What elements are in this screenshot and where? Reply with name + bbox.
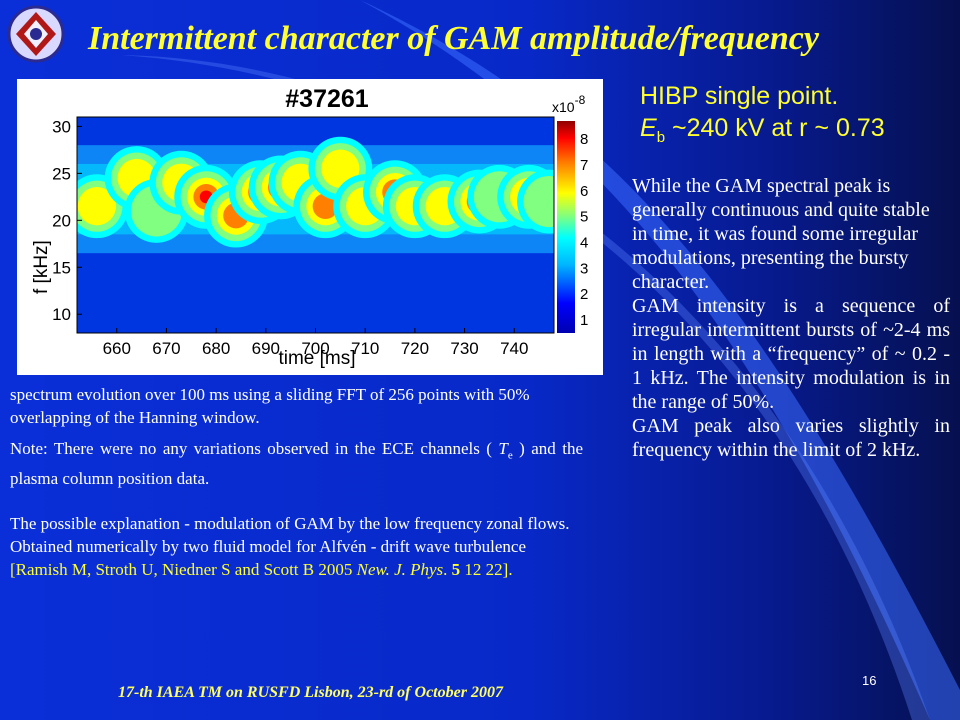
te-symbol: T <box>498 439 508 458</box>
slide-title: Intermittent character of GAM amplitude/… <box>88 20 819 57</box>
hibp-heading: HIBP single point. Eb ~240 kV at r ~ 0.7… <box>640 80 940 154</box>
reference-pages: 12 22]. <box>460 560 513 580</box>
y-tick-label: 10 <box>52 305 71 324</box>
colorbar-exponent: -8 <box>575 93 586 107</box>
eb-symbol: E <box>640 114 657 142</box>
eb-sub: b <box>656 129 666 146</box>
x-tick-label: 720 <box>401 339 429 358</box>
right-paragraph-3: GAM peak also varies slightly in frequen… <box>632 415 950 461</box>
burst-contour <box>77 187 117 226</box>
note-paragraph: Note: There were no any variations obser… <box>10 439 583 489</box>
right-paragraph-1: While the GAM spectral peak is generally… <box>632 175 930 293</box>
y-tick-label: 20 <box>52 211 71 230</box>
reference-paragraph: Obtained numerically by two fluid model … <box>10 537 526 580</box>
x-tick-label: 680 <box>202 339 230 358</box>
y-axis-label: f [kHz] <box>31 240 52 294</box>
hibp-line2: Eb ~240 kV at r ~ 0.73 <box>640 112 940 154</box>
colorbar-tick-label: 5 <box>580 209 588 226</box>
reference-authors: [Ramish M, Stroth U, Niedner S and Scott… <box>10 560 357 580</box>
eb-value: ~240 kV at r ~ 0.73 <box>665 114 885 142</box>
x-tick-label: 670 <box>152 339 180 358</box>
x-tick-label: 740 <box>500 339 528 358</box>
reference-journal: New. J. Phys <box>356 560 444 580</box>
x-tick-label: 700 <box>301 339 329 358</box>
x-tick-label: 660 <box>103 339 131 358</box>
burst-contour <box>312 193 339 219</box>
y-tick-label: 25 <box>52 164 71 183</box>
colorbar-scale: x10 <box>552 99 575 115</box>
colorbar-tick-label: 8 <box>580 131 588 148</box>
chart-title: #37261 <box>285 85 369 113</box>
institute-logo-icon <box>7 5 65 63</box>
colorbar-tick-label: 4 <box>580 235 588 252</box>
te-sub: e <box>507 449 513 462</box>
x-tick-label: 710 <box>351 339 379 358</box>
x-tick-label: 690 <box>252 339 280 358</box>
left-description: spectrum evolution over 100 ms using a s… <box>10 383 583 581</box>
x-tick-label: 730 <box>450 339 478 358</box>
hibp-line1: HIBP single point. <box>640 82 839 110</box>
colorbar-tick-label: 6 <box>580 183 588 200</box>
spectrogram-figure: 660 670 680 690 700 710 720 730 740 10 15 20 25 30 #3… <box>17 79 603 375</box>
x-axis-label: time [ms] <box>278 348 355 369</box>
colorbar-scale-label: x10-8 <box>552 93 586 115</box>
colorbar-tick-label: 7 <box>580 157 588 174</box>
reference-volume: 5 <box>451 560 461 580</box>
page-number: 16 <box>862 673 877 688</box>
slide-footer: 17-th IAEA TM on RUSFD Lisbon, 23-rd of … <box>118 684 503 701</box>
colorbar-tick-label: 1 <box>580 312 588 329</box>
figure-caption: spectrum evolution over 100 ms using a s… <box>10 385 530 427</box>
colorbar-tick-label: 2 <box>580 286 588 303</box>
colorbar <box>557 121 575 333</box>
right-paragraph-2: GAM intensity is a sequence of irregular… <box>632 295 950 413</box>
colorbar-tick-label: 3 <box>580 260 588 277</box>
right-description: While the GAM spectral peak is generally… <box>632 174 950 462</box>
burst-mark <box>517 169 554 234</box>
explanation-paragraph: The possible explanation - modulation of… <box>10 514 570 534</box>
burst-contour <box>523 175 554 228</box>
y-tick-label: 30 <box>52 117 71 136</box>
y-tick-label: 15 <box>52 258 71 277</box>
